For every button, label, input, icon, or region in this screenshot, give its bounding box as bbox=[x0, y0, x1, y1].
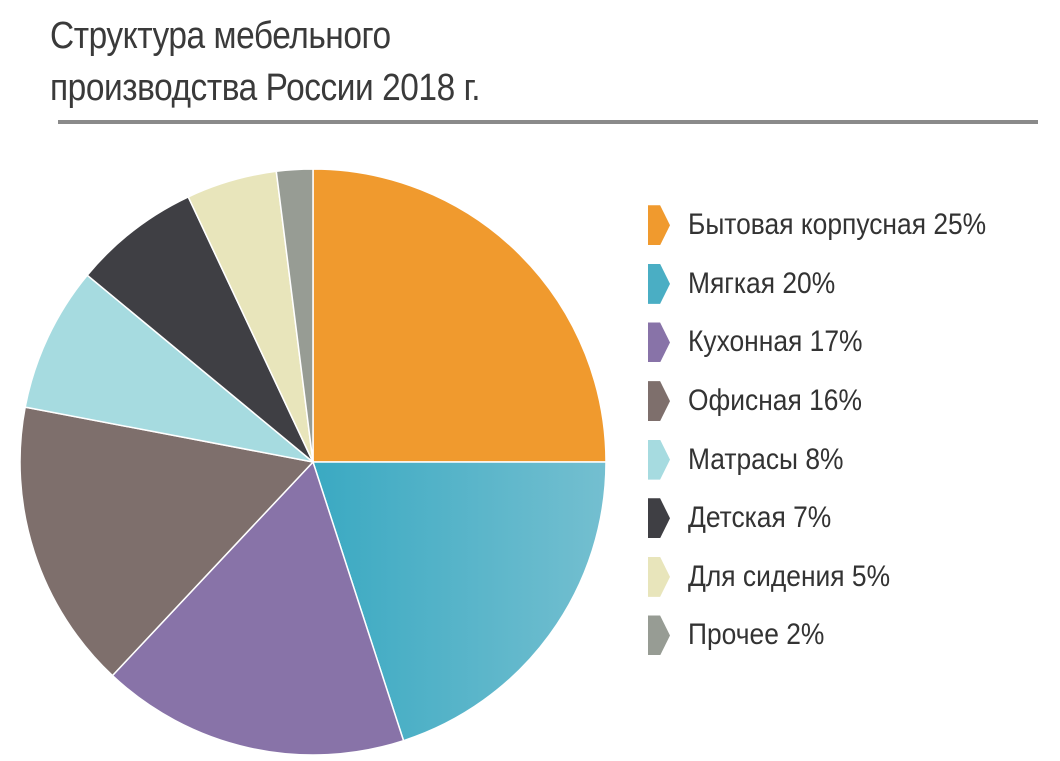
pie-chart bbox=[19, 168, 607, 756]
legend-swatch bbox=[648, 439, 670, 480]
legend-item-1: Бытовая корпусная 25% bbox=[648, 196, 1027, 255]
pie-slice-6 bbox=[86, 195, 314, 463]
legend-swatch bbox=[648, 381, 670, 422]
legend-label: Прочее 2% bbox=[688, 618, 825, 652]
chart-title-line-1: Структура мебельного bbox=[50, 15, 391, 57]
legend-label: Бытовая корпусная 25% bbox=[688, 208, 987, 242]
legend-swatch bbox=[648, 263, 670, 304]
pie-slices bbox=[19, 168, 607, 756]
legend-item-7: Для сидения 5% bbox=[648, 548, 1027, 607]
legend-label: Матрасы 8% bbox=[688, 442, 844, 476]
legend-swatch bbox=[648, 498, 670, 539]
pie-slice-2 bbox=[311, 461, 607, 742]
legend-label: Офисная 16% bbox=[688, 384, 862, 418]
legend-item-5: Матрасы 8% bbox=[648, 430, 1027, 489]
chart-title: Структура мебельного производства России… bbox=[50, 10, 481, 114]
pie-slice-4 bbox=[19, 406, 315, 677]
pie-slice-3 bbox=[111, 460, 405, 756]
legend-item-2: Мягкая 20% bbox=[648, 255, 1027, 314]
legend-item-8: Прочее 2% bbox=[648, 606, 1027, 665]
pie-slice-5 bbox=[24, 274, 314, 463]
legend-swatch bbox=[648, 556, 670, 597]
legend-item-6: Детская 7% bbox=[648, 489, 1027, 548]
legend-swatch bbox=[648, 322, 670, 363]
chart-title-line-2: производства России 2018 г. bbox=[50, 67, 481, 109]
pie-slice-8 bbox=[275, 168, 314, 463]
legend-label: Мягкая 20% bbox=[688, 266, 836, 300]
legend-label: Для сидения 5% bbox=[688, 559, 891, 593]
legend-label: Кухонная 17% bbox=[688, 325, 863, 359]
legend: Бытовая корпусная 25% Мягкая 20% Кухонная … bbox=[648, 196, 1027, 665]
title-divider bbox=[58, 120, 1038, 124]
legend-swatch bbox=[648, 615, 670, 656]
legend-item-3: Кухонная 17% bbox=[648, 313, 1027, 372]
pie-slice-1 bbox=[312, 168, 607, 463]
legend-swatch bbox=[648, 205, 670, 246]
legend-label: Детская 7% bbox=[688, 501, 832, 535]
legend-item-4: Офисная 16% bbox=[648, 372, 1027, 431]
